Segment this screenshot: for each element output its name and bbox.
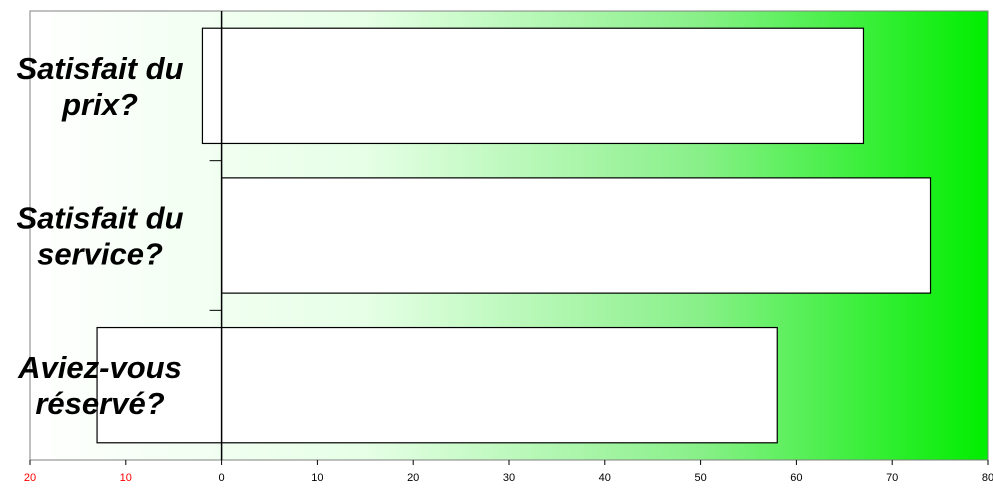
x-tick-label: 70 [886,472,898,484]
x-tick-label: 10 [120,472,132,484]
category-label: service? [37,237,163,272]
x-tick-label: 10 [311,472,323,484]
axis-layer: 20 10 0 10 20 30 40 50 60 70 80 [24,11,993,484]
category-label: prix? [61,87,138,122]
bar [201,27,865,145]
x-tick-label: 20 [407,472,419,484]
category-label: Satisfait du [16,201,183,236]
bars-layer [96,27,932,444]
category-label: réservé? [35,386,164,421]
bar [96,326,778,444]
category-label: Aviez-vous [17,350,182,385]
x-tick-label: 30 [503,472,515,484]
x-tick-label: 60 [790,472,802,484]
x-tick-label: 20 [24,472,36,484]
x-tick-label: 50 [694,472,706,484]
x-tick-label: 80 [982,472,993,484]
bar [221,177,932,294]
x-tick-label: 0 [219,472,225,484]
category-label: Satisfait du [16,51,183,86]
x-tick-label: 40 [599,472,611,484]
